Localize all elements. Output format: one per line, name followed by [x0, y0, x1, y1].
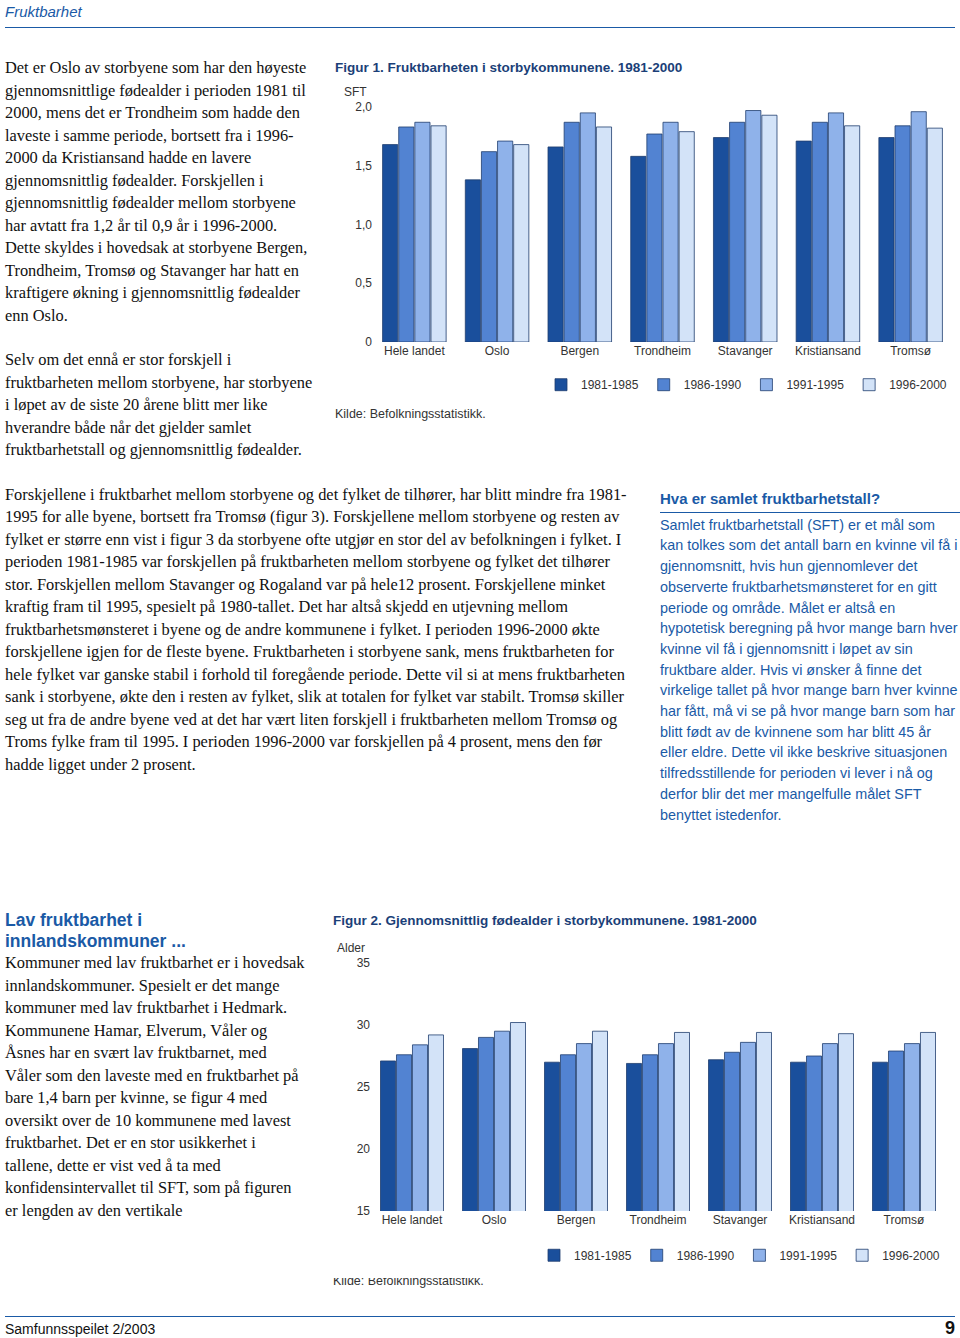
html-text:Hva er samlet fruktbarhetstall: Hva er samlet fruktbarhetstall?: [660, 490, 881, 507]
html-text:Samlet fruktbarhetstall (SFT): Samlet fruktbarhetstall (SFT) er et mål …: [660, 516, 958, 823]
svg-text:Oslo: Oslo: [485, 344, 510, 358]
svg-text:Bergen: Bergen: [560, 344, 599, 358]
svg-text:Tromsø: Tromsø: [890, 344, 932, 358]
svg-text:1981-1985: 1981-1985: [581, 378, 639, 392]
svg-text:SFT: SFT: [344, 85, 367, 99]
svg-text:1996-2000: 1996-2000: [889, 378, 947, 392]
svg-text:1991-1995: 1991-1995: [786, 378, 844, 392]
svg-text:Hele landet: Hele landet: [382, 1213, 443, 1227]
svg-text:1991-1995: 1991-1995: [779, 1249, 837, 1263]
svg-text:Tromsø: Tromsø: [884, 1213, 926, 1227]
html-text:Figur 1. Fruktbarheten i storb: Figur 1. Fruktbarheten i storbykommunene…: [335, 60, 683, 75]
svg-text:Bergen: Bergen: [557, 1213, 596, 1227]
svg-text:Hele landet: Hele landet: [384, 344, 445, 358]
html-text:9: 9: [945, 1318, 955, 1338]
svg-text:Trondheim: Trondheim: [630, 1213, 687, 1227]
html-text:Kilde: Befolkningsstatistikk.: Kilde: Befolkningsstatistikk.: [333, 1274, 484, 1288]
svg-text:30: 30: [357, 1018, 371, 1032]
html-text:Kommuner med lav fruktbarhet e: Kommuner med lav fruktbarhet er i hoveds…: [5, 953, 305, 1220]
svg-text:Alder: Alder: [337, 941, 365, 955]
svg-text:Stavanger: Stavanger: [713, 1213, 768, 1227]
svg-text:0,5: 0,5: [355, 276, 372, 290]
svg-text:2,0: 2,0: [355, 100, 372, 114]
html-text:Samfunnsspeilet 2/2003: Samfunnsspeilet 2/2003: [5, 1321, 156, 1337]
svg-text:1986-1990: 1986-1990: [684, 378, 742, 392]
svg-text:1,5: 1,5: [355, 159, 372, 173]
svg-text:1981-1985: 1981-1985: [574, 1249, 632, 1263]
svg-text:1996-2000: 1996-2000: [882, 1249, 940, 1263]
svg-text:20: 20: [357, 1142, 371, 1156]
svg-text:0: 0: [365, 335, 372, 349]
html-text:Fruktbarhet: Fruktbarhet: [5, 3, 82, 20]
svg-text:15: 15: [357, 1204, 371, 1218]
svg-text:1986-1990: 1986-1990: [677, 1249, 735, 1263]
html-text:Kilde: Befolkningsstatistikk.: Kilde: Befolkningsstatistikk.: [335, 407, 486, 421]
svg-text:Kristiansand: Kristiansand: [795, 344, 861, 358]
svg-text:1,0: 1,0: [355, 218, 372, 232]
html-text:Selv om det ennå er stor forsk: Selv om det ennå er stor forskjell i fru…: [5, 350, 313, 459]
html-text:Lav fruktbarhet i innlandskomm: Lav fruktbarhet i innlandskommuner ...: [5, 910, 186, 951]
html-text:Figur 2. Gjennomsnittlig fødea: Figur 2. Gjennomsnittlig fødealder i sto…: [333, 913, 757, 928]
svg-text:Stavanger: Stavanger: [718, 344, 773, 358]
svg-text:35: 35: [357, 956, 371, 970]
svg-text:Kristiansand: Kristiansand: [789, 1213, 855, 1227]
svg-text:Trondheim: Trondheim: [634, 344, 691, 358]
svg-text:25: 25: [357, 1080, 371, 1094]
html-text:Forskjellene i fruktbarhet mel: Forskjellene i fruktbarhet mellom storby…: [5, 484, 627, 774]
svg-text:Oslo: Oslo: [482, 1213, 507, 1227]
html-text:Det er Oslo av storbyene som h: Det er Oslo av storbyene som har den høy…: [5, 58, 308, 325]
